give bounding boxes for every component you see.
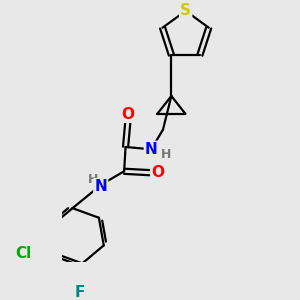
Text: O: O <box>151 165 164 180</box>
Text: S: S <box>180 3 191 18</box>
Text: O: O <box>122 107 134 122</box>
Text: N: N <box>145 142 158 157</box>
Text: Cl: Cl <box>15 246 31 261</box>
Text: N: N <box>94 179 107 194</box>
Text: H: H <box>88 173 98 186</box>
Text: F: F <box>75 285 85 300</box>
Text: H: H <box>161 148 171 161</box>
